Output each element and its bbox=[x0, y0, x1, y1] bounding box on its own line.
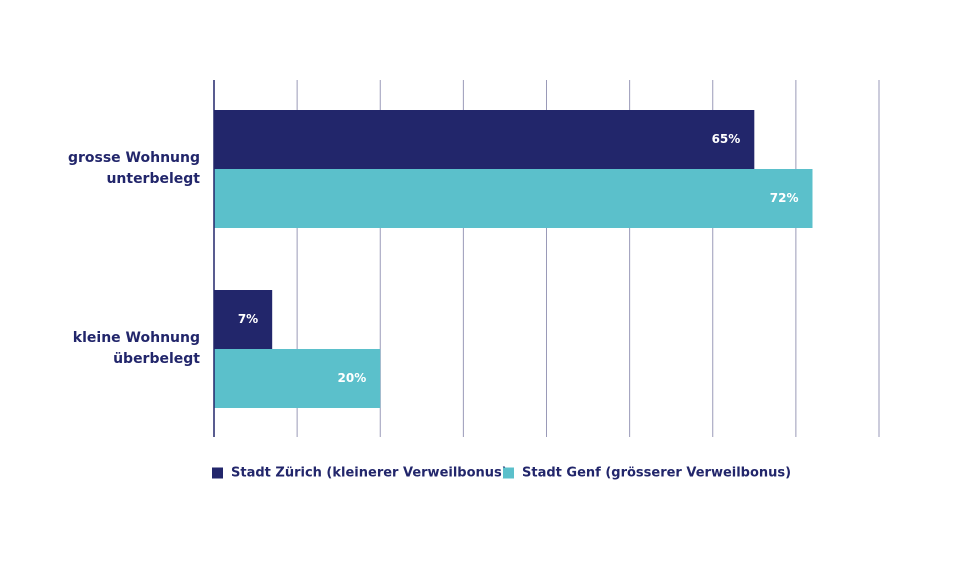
legend-label: Stadt Genf (grösserer Verweilbonus) bbox=[522, 465, 792, 481]
bar bbox=[214, 290, 273, 349]
legend-swatch bbox=[503, 467, 514, 479]
value-label: 72% bbox=[770, 191, 799, 205]
legend-label: Stadt Zürich (kleinerer Verweilbonus) bbox=[231, 465, 508, 481]
value-label: 65% bbox=[712, 132, 741, 146]
bar bbox=[214, 169, 813, 228]
legend-swatch bbox=[212, 467, 223, 479]
legend-entry: Stadt Genf (grösserer Verweilbonus) bbox=[503, 466, 791, 481]
bar bbox=[214, 349, 381, 408]
category-label: kleine Wohnung überbelegt bbox=[72, 330, 200, 367]
value-label: 7% bbox=[238, 312, 258, 326]
value-label: 20% bbox=[338, 371, 367, 385]
legend-entry: Stadt Zürich (kleinerer Verweilbonus) bbox=[212, 466, 508, 481]
bar bbox=[214, 110, 755, 169]
category-label: grosse Wohnung unterbelegt bbox=[67, 150, 200, 187]
